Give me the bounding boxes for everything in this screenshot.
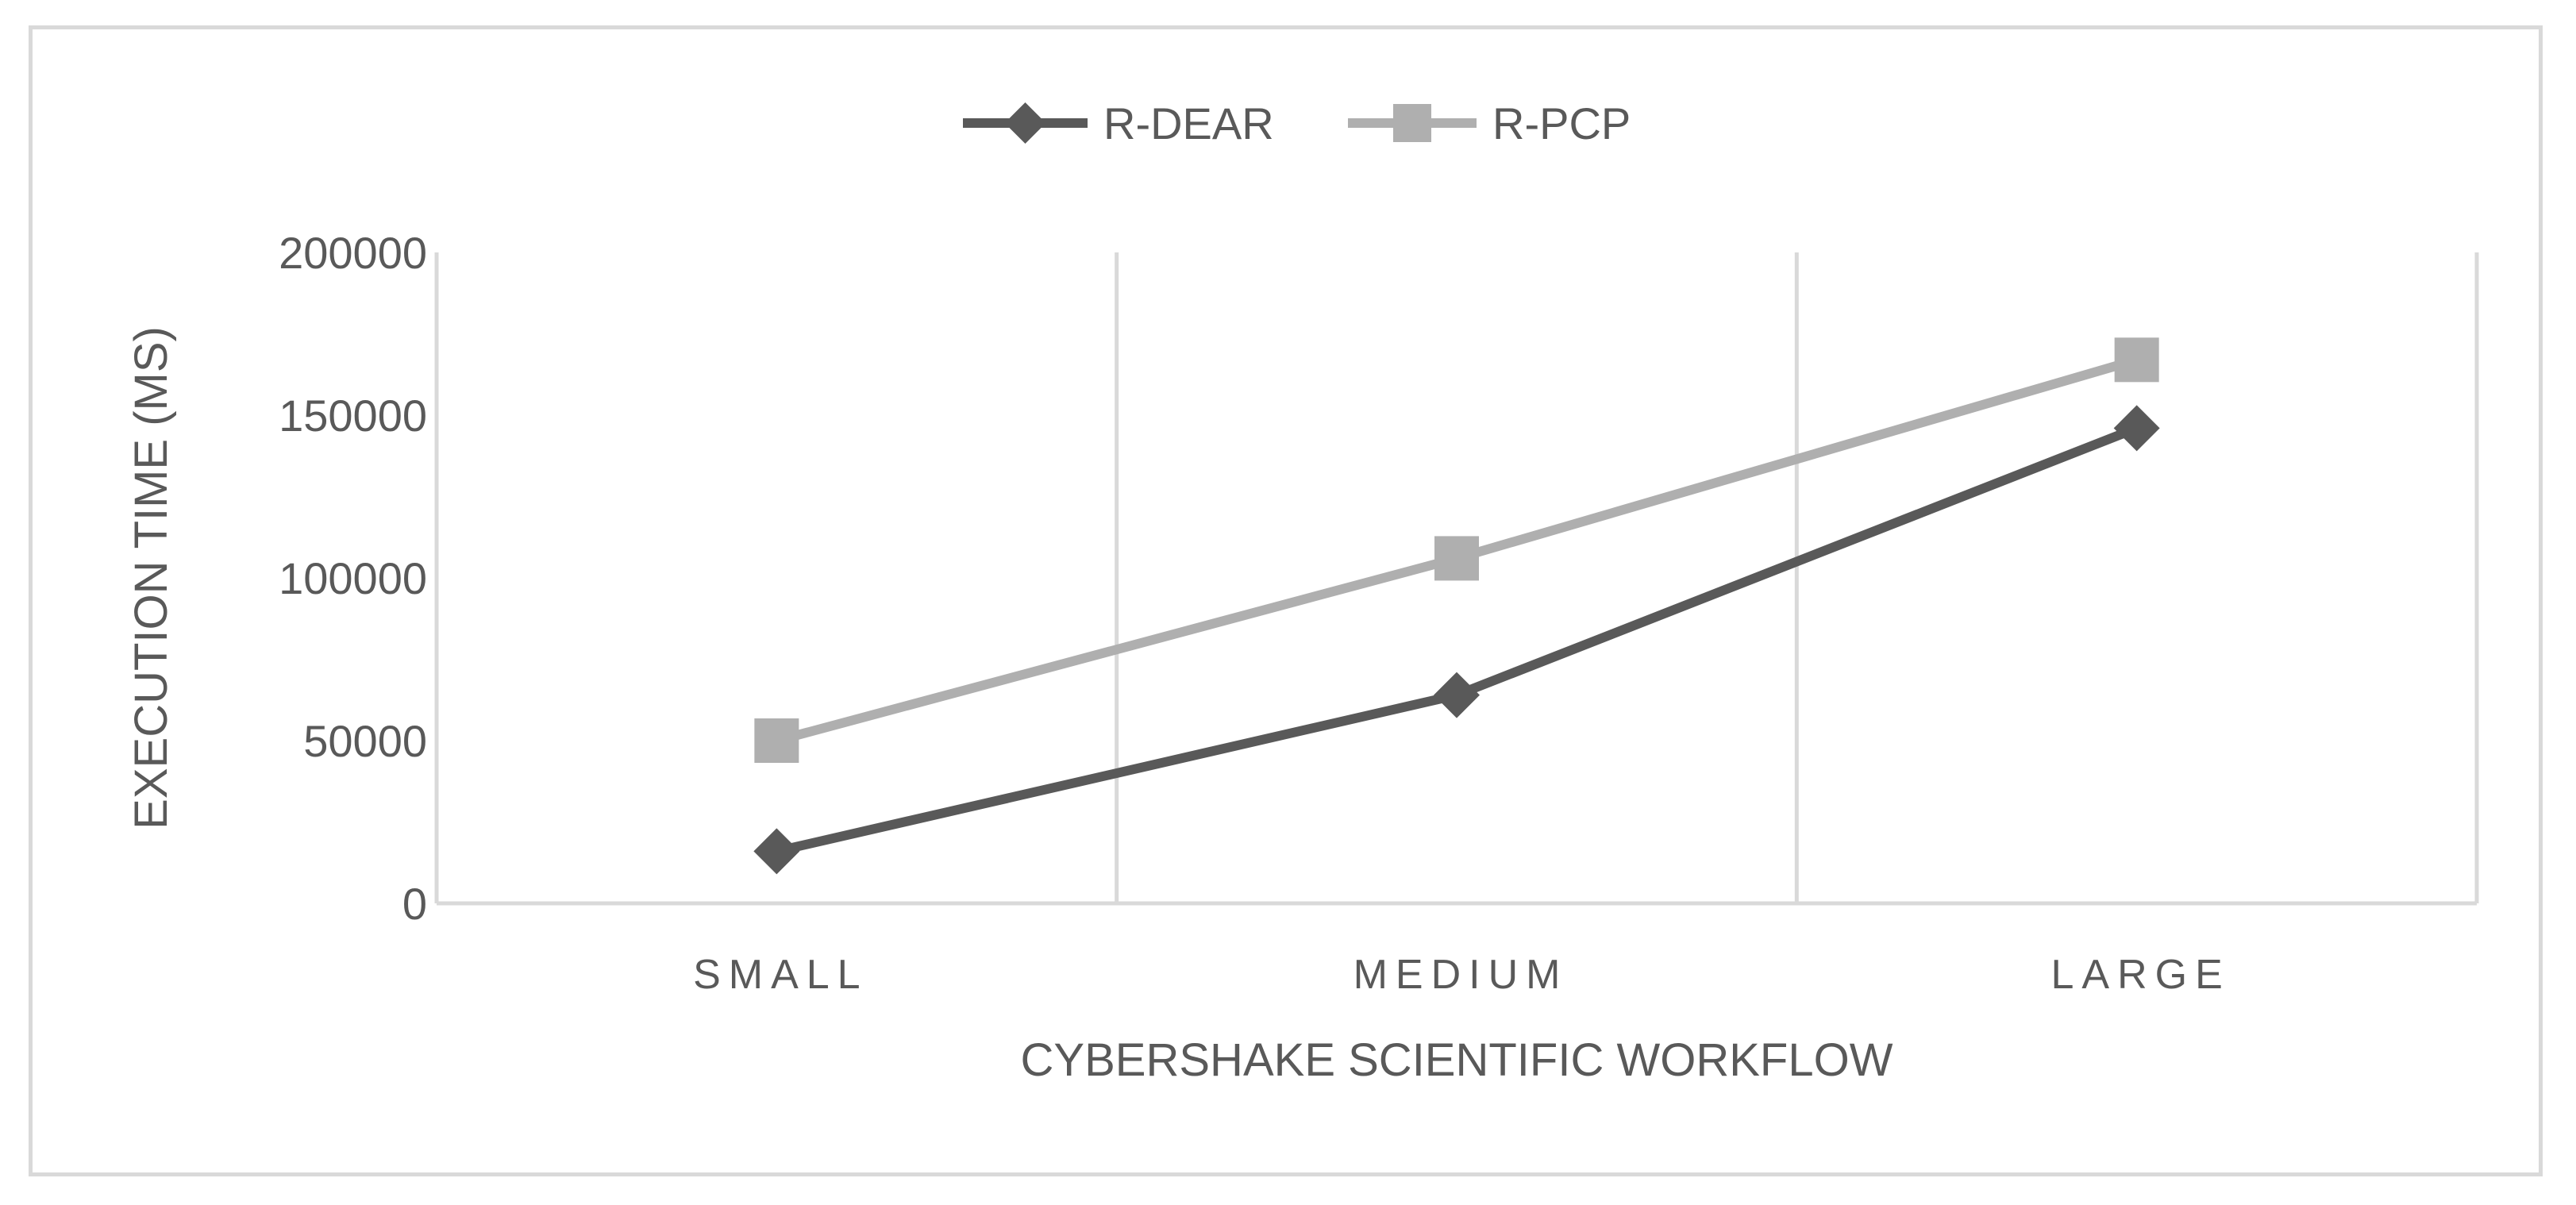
x-category-label: LARGE — [2051, 952, 2231, 998]
data-point-diamond — [1004, 102, 1046, 144]
series-lines — [753, 337, 2160, 875]
legend-item-r-pcp: R-PCP — [1348, 98, 1631, 148]
data-point-square — [1393, 104, 1431, 142]
legend-label: R-PCP — [1492, 98, 1631, 148]
series-r-pcp — [754, 337, 2159, 763]
series-r-dear — [753, 405, 2160, 875]
y-tick-label: 0 — [402, 879, 427, 929]
legend: R-DEAR R-PCP — [963, 98, 1631, 148]
x-axis-category-labels: SMALL MEDIUM LARGE — [693, 952, 2231, 998]
data-point-square — [754, 718, 799, 763]
data-point-diamond — [2113, 405, 2160, 452]
y-axis-title: EXECUTION TIME (MS) — [125, 326, 177, 830]
y-tick-label: 200000 — [279, 228, 427, 278]
data-point-diamond — [753, 828, 800, 875]
y-axis-tick-labels: 0 50000 100000 150000 200000 — [279, 228, 427, 929]
legend-label: R-DEAR — [1103, 98, 1274, 148]
legend-item-r-dear: R-DEAR — [963, 98, 1274, 148]
grid-lines — [434, 252, 2479, 906]
series-line — [775, 423, 2139, 857]
y-tick-label: 50000 — [303, 716, 427, 766]
data-point-square — [1434, 536, 1479, 581]
y-tick-label: 100000 — [279, 553, 427, 603]
data-point-diamond — [1434, 672, 1480, 718]
x-axis-title: CYBERSHAKE SCIENTIFIC WORKFLOW — [1021, 1034, 1893, 1086]
data-point-square — [2114, 337, 2159, 383]
x-category-label: SMALL — [693, 952, 868, 998]
x-category-label: MEDIUM — [1353, 952, 1569, 998]
y-tick-label: 150000 — [279, 391, 427, 441]
